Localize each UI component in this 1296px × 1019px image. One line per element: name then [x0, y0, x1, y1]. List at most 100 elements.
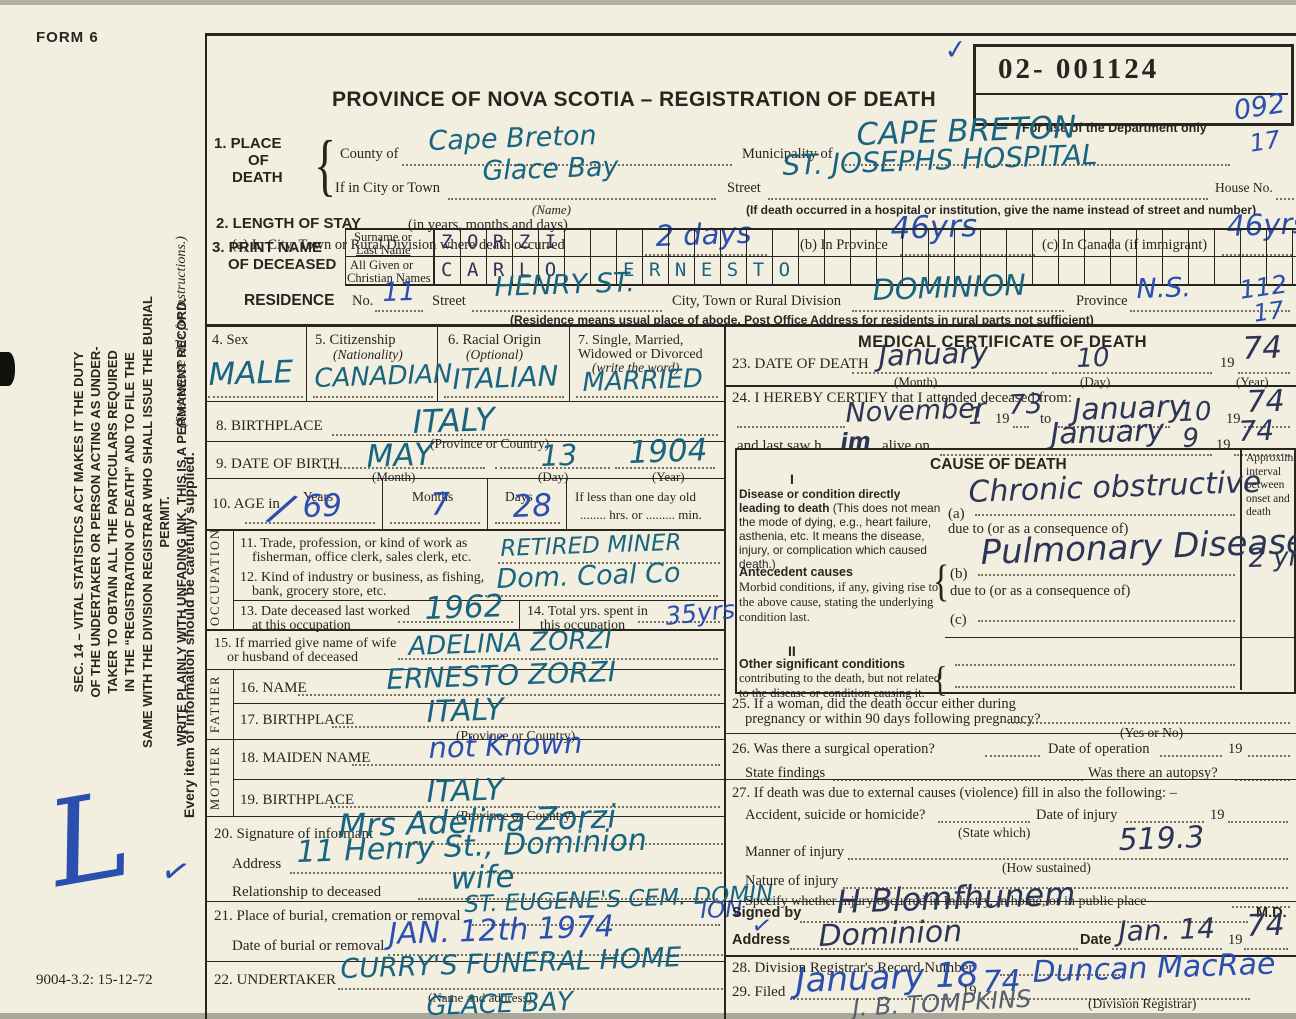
s23-year-pre: 19: [1220, 355, 1235, 371]
last-worked-value: 1962: [423, 588, 505, 627]
s19-hint: (Province or Country): [456, 808, 576, 823]
s23-label: 23. DATE OF DEATH: [732, 356, 869, 372]
sec14-line: IN THE “REGISTRATION OF DEATH” AND TO FI…: [122, 352, 138, 692]
s15-label1: 15. If married give name of wife: [214, 636, 397, 651]
s23-day-hint: (Day): [1080, 374, 1111, 389]
s1-of: OF: [248, 152, 269, 169]
surname-hint1: Surname or: [354, 230, 412, 244]
given-letter-grid: [434, 257, 1296, 284]
s27-pre: 19: [1210, 807, 1225, 823]
divider: [437, 327, 438, 402]
s3-label1: 3. PRINT NAME: [212, 239, 323, 256]
s5-label: 5. Citizenship: [315, 332, 396, 348]
s26-find-label: State findings: [745, 765, 826, 781]
s10-days-label: Days: [505, 489, 533, 504]
attended-from-month: November: [844, 393, 987, 429]
undertaker-city: GLACE BAY: [425, 986, 574, 1019]
age-months: 7: [429, 486, 451, 523]
age-days: 28: [511, 487, 553, 525]
s29-hint: (Division Registrar): [1088, 996, 1197, 1011]
ink-scribble-L: L: [38, 764, 140, 915]
signed-date-label: Date: [1080, 932, 1112, 948]
s17-label: 17. BIRTHPLACE: [240, 712, 355, 728]
res-no-label: No.: [352, 293, 374, 309]
mother-maiden-value: not Known: [427, 725, 583, 765]
divider: [382, 478, 383, 529]
county-value: Cape Breton: [427, 120, 598, 157]
s25-hint: (Yes or No): [1120, 725, 1184, 740]
s27-acc-label: Accident, suicide or homicide?: [745, 807, 926, 823]
father-group-label: FATHER: [208, 674, 222, 734]
divider: [519, 600, 520, 629]
divider: [205, 961, 724, 962]
divider: [976, 93, 1288, 95]
s27-manner-label: Manner of injury: [745, 844, 845, 860]
divider: [205, 324, 1296, 327]
cause-desc3-lead: Other significant conditions: [739, 657, 905, 671]
physician-address: Dominion: [817, 913, 963, 954]
signed-year-value: 74: [1245, 907, 1286, 944]
sec14-notice: SEC. 14 – VITAL STATISTICS ACT MAKES IT …: [70, 282, 190, 762]
s13-label2: at this occupation: [252, 618, 351, 633]
s7-label2: Widowed or Divorced: [578, 347, 703, 362]
s11-label1: 11. Trade, profession, or kind of work a…: [240, 536, 468, 551]
s8-hint: (Province or Country): [430, 436, 550, 451]
s24-last2: alive on: [882, 438, 930, 454]
brace: {: [933, 558, 950, 607]
s27-state-hint: (State which): [958, 825, 1031, 840]
s12-label1: 12. Kind of industry or business, as fis…: [240, 570, 485, 585]
racial-origin-value: ITALIAN: [451, 359, 559, 396]
cause-desc2-rest: Morbid conditions, if any, giving rise t…: [739, 580, 939, 624]
name-hint: (Name): [532, 202, 571, 217]
occupation-value: RETIRED MINER: [499, 529, 682, 562]
s12-label2: bank, grocery store, etc.: [252, 584, 387, 599]
s7-hint: (write the word): [592, 360, 680, 375]
scan-edge-top: [0, 0, 1296, 5]
death-year: 74: [1241, 329, 1283, 367]
s29-pre: 19: [962, 983, 977, 999]
s1-number: 1. PLACE: [214, 135, 282, 152]
cause-b-interval: 2 yrs: [1247, 541, 1296, 574]
s7-label1: 7. Single, Married,: [578, 333, 684, 348]
res-prov-value: N.S.: [1135, 272, 1192, 305]
dob-month: MAY: [365, 436, 435, 475]
s29-label: 29. Filed: [732, 984, 786, 1000]
divider: [724, 733, 1296, 734]
s27-sustained-hint: (How sustained): [1002, 860, 1091, 875]
s11-label2: fisherman, office clerk, sales clerk, et…: [252, 550, 472, 565]
scan-edge-bottom: [0, 1013, 1296, 1019]
divider: [569, 327, 570, 402]
divider: [233, 669, 234, 817]
town-label: If in City or Town: [335, 180, 441, 196]
cause-a-label: (a): [948, 506, 965, 522]
divider: [306, 327, 307, 402]
divider: [1240, 448, 1242, 690]
res-code-bottom: 17: [1251, 295, 1286, 328]
attended-to-day: 10: [1177, 396, 1213, 428]
page-title: PROVINCE OF NOVA SCOTIA – REGISTRATION O…: [332, 88, 937, 111]
medical-cert-title: MEDICAL CERTIFICATE OF DEATH: [858, 333, 1147, 351]
s21-label: 21. Place of burial, cremation or remova…: [214, 908, 461, 924]
s21-date-label: Date of burial or removal: [232, 938, 385, 954]
street-value: ST. JOSEPHS HOSPITAL: [781, 138, 1098, 182]
divider: [205, 441, 724, 442]
res-city-value: DOMINION: [871, 267, 1027, 307]
attended-from-year: 73: [1007, 388, 1044, 421]
cause-roman1: I: [790, 471, 794, 487]
cause-due2: due to (or as a consequence of): [950, 583, 1131, 599]
town-value: Glace Bay: [481, 151, 619, 187]
divider: [345, 228, 346, 286]
md-label: M.D.: [1256, 905, 1287, 921]
birthplace-value: ITALY: [411, 400, 496, 441]
injury-code-value: 519.3: [1117, 820, 1205, 858]
serial-number: 02- 001124: [998, 53, 1160, 85]
divider: [724, 901, 1296, 902]
divider: [487, 478, 488, 529]
death-day: 10: [1075, 342, 1111, 374]
reverse-side-note: (See reverse side for instructions.): [174, 236, 189, 428]
divider: [724, 327, 726, 1019]
s8-label: 8. BIRTHPLACE: [216, 418, 323, 434]
cause-roman2: II: [788, 643, 796, 659]
dept-only-note: For use of the Department only: [1022, 121, 1207, 135]
